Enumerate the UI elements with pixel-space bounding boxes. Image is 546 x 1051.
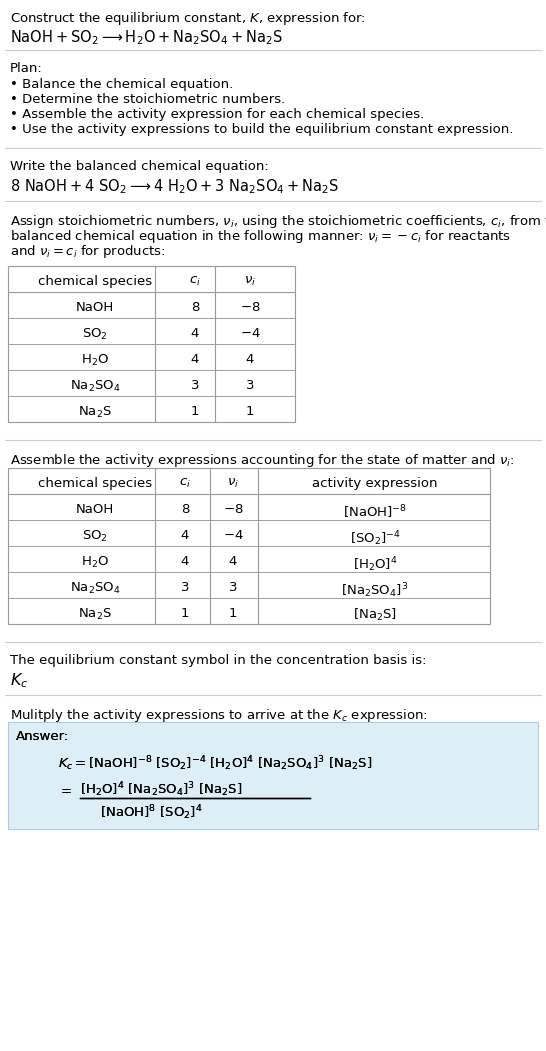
Text: $c_i$: $c_i$	[189, 275, 201, 288]
Text: $-4$: $-4$	[223, 530, 244, 542]
Text: $\mathrm{Na_2S}$: $\mathrm{Na_2S}$	[78, 607, 112, 622]
Text: Construct the equilibrium constant, $K$, expression for:: Construct the equilibrium constant, $K$,…	[10, 11, 366, 27]
Text: Mulitply the activity expressions to arrive at the $K_c$ expression:: Mulitply the activity expressions to arr…	[10, 707, 428, 724]
Text: $8\ \mathrm{NaOH} + 4\ \mathrm{SO_2} \longrightarrow 4\ \mathrm{H_2O} + 3\ \math: $8\ \mathrm{NaOH} + 4\ \mathrm{SO_2} \lo…	[10, 177, 339, 195]
Text: $\nu_i$: $\nu_i$	[244, 275, 256, 288]
Text: • Use the activity expressions to build the equilibrium constant expression.: • Use the activity expressions to build …	[10, 123, 513, 136]
Text: $\mathrm{Na_2SO_4}$: $\mathrm{Na_2SO_4}$	[70, 581, 120, 596]
Text: 1: 1	[229, 607, 238, 620]
Text: activity expression: activity expression	[312, 477, 438, 490]
Text: $[\mathrm{NaOH}]^{-8}$: $[\mathrm{NaOH}]^{-8}$	[343, 503, 407, 521]
Text: $[\mathrm{Na_2S}]$: $[\mathrm{Na_2S}]$	[353, 607, 397, 623]
Text: 4: 4	[181, 555, 189, 569]
Text: chemical species: chemical species	[38, 477, 152, 490]
Text: Answer:: Answer:	[16, 730, 69, 743]
Text: $\mathrm{Na_2SO_4}$: $\mathrm{Na_2SO_4}$	[70, 379, 120, 394]
Text: The equilibrium constant symbol in the concentration basis is:: The equilibrium constant symbol in the c…	[10, 654, 426, 667]
Text: 3: 3	[229, 581, 238, 594]
Text: $\mathrm{H_2O}$: $\mathrm{H_2O}$	[81, 555, 109, 571]
Text: Write the balanced chemical equation:: Write the balanced chemical equation:	[10, 160, 269, 173]
FancyBboxPatch shape	[8, 266, 295, 423]
Text: $=$: $=$	[58, 783, 72, 797]
Text: $\mathrm{SO_2}$: $\mathrm{SO_2}$	[82, 530, 108, 544]
Text: $[\mathrm{H_2O}]^4$: $[\mathrm{H_2O}]^4$	[353, 555, 397, 574]
Text: 4: 4	[246, 353, 254, 366]
Text: Answer:: Answer:	[16, 730, 69, 743]
Text: chemical species: chemical species	[38, 275, 152, 288]
Text: balanced chemical equation in the following manner: $\nu_i = -c_i$ for reactants: balanced chemical equation in the follow…	[10, 228, 511, 245]
Text: Plan:: Plan:	[10, 62, 43, 75]
FancyBboxPatch shape	[8, 468, 490, 624]
Text: $-8$: $-8$	[240, 302, 260, 314]
Text: NaOH: NaOH	[76, 503, 114, 516]
Text: 8: 8	[191, 302, 199, 314]
Text: 3: 3	[191, 379, 199, 392]
Text: • Determine the stoichiometric numbers.: • Determine the stoichiometric numbers.	[10, 92, 285, 106]
Text: $\mathrm{H_2O}$: $\mathrm{H_2O}$	[81, 353, 109, 368]
Text: 1: 1	[246, 406, 254, 418]
Text: $[\mathrm{H_2O}]^4\ [\mathrm{Na_2SO_4}]^3\ [\mathrm{Na_2S}]$: $[\mathrm{H_2O}]^4\ [\mathrm{Na_2SO_4}]^…	[80, 780, 242, 799]
Text: $-8$: $-8$	[223, 503, 244, 516]
Text: $K_c = [\mathrm{NaOH}]^{-8}\ [\mathrm{SO_2}]^{-4}\ [\mathrm{H_2O}]^4\ [\mathrm{N: $K_c = [\mathrm{NaOH}]^{-8}\ [\mathrm{SO…	[58, 754, 372, 772]
Text: $\mathrm{Na_2S}$: $\mathrm{Na_2S}$	[78, 406, 112, 420]
Text: $=$: $=$	[58, 783, 72, 797]
Text: 1: 1	[191, 406, 199, 418]
Text: $[\mathrm{NaOH}]^8\ [\mathrm{SO_2}]^4$: $[\mathrm{NaOH}]^8\ [\mathrm{SO_2}]^4$	[100, 803, 203, 822]
Text: • Assemble the activity expression for each chemical species.: • Assemble the activity expression for e…	[10, 108, 424, 121]
Text: 3: 3	[181, 581, 189, 594]
Text: 4: 4	[181, 530, 189, 542]
Text: $[\mathrm{SO_2}]^{-4}$: $[\mathrm{SO_2}]^{-4}$	[349, 530, 400, 548]
Text: $K_c$: $K_c$	[10, 671, 28, 689]
Text: $[\mathrm{NaOH}]^8\ [\mathrm{SO_2}]^4$: $[\mathrm{NaOH}]^8\ [\mathrm{SO_2}]^4$	[100, 803, 203, 822]
Text: NaOH: NaOH	[76, 302, 114, 314]
Text: Assign stoichiometric numbers, $\nu_i$, using the stoichiometric coefficients, $: Assign stoichiometric numbers, $\nu_i$, …	[10, 213, 546, 230]
Text: 4: 4	[191, 327, 199, 341]
Text: $[\mathrm{Na_2SO_4}]^3$: $[\mathrm{Na_2SO_4}]^3$	[341, 581, 408, 600]
Text: 4: 4	[229, 555, 237, 569]
Text: 8: 8	[181, 503, 189, 516]
Text: $K_c = [\mathrm{NaOH}]^{-8}\ [\mathrm{SO_2}]^{-4}\ [\mathrm{H_2O}]^4\ [\mathrm{N: $K_c = [\mathrm{NaOH}]^{-8}\ [\mathrm{SO…	[58, 754, 372, 772]
Text: and $\nu_i = c_i$ for products:: and $\nu_i = c_i$ for products:	[10, 243, 165, 260]
FancyBboxPatch shape	[8, 722, 538, 829]
Text: $c_i$: $c_i$	[179, 477, 191, 491]
Text: $-4$: $-4$	[240, 327, 260, 341]
Text: $\mathrm{NaOH} + \mathrm{SO_2} \longrightarrow \mathrm{H_2O} + \mathrm{Na_2SO_4}: $\mathrm{NaOH} + \mathrm{SO_2} \longrigh…	[10, 28, 283, 46]
Text: 4: 4	[191, 353, 199, 366]
Text: $\nu_i$: $\nu_i$	[227, 477, 239, 491]
Text: 3: 3	[246, 379, 254, 392]
Text: • Balance the chemical equation.: • Balance the chemical equation.	[10, 78, 233, 91]
Text: $\mathrm{SO_2}$: $\mathrm{SO_2}$	[82, 327, 108, 343]
Text: 1: 1	[181, 607, 189, 620]
Text: Assemble the activity expressions accounting for the state of matter and $\nu_i$: Assemble the activity expressions accoun…	[10, 452, 515, 469]
Text: $[\mathrm{H_2O}]^4\ [\mathrm{Na_2SO_4}]^3\ [\mathrm{Na_2S}]$: $[\mathrm{H_2O}]^4\ [\mathrm{Na_2SO_4}]^…	[80, 780, 242, 799]
